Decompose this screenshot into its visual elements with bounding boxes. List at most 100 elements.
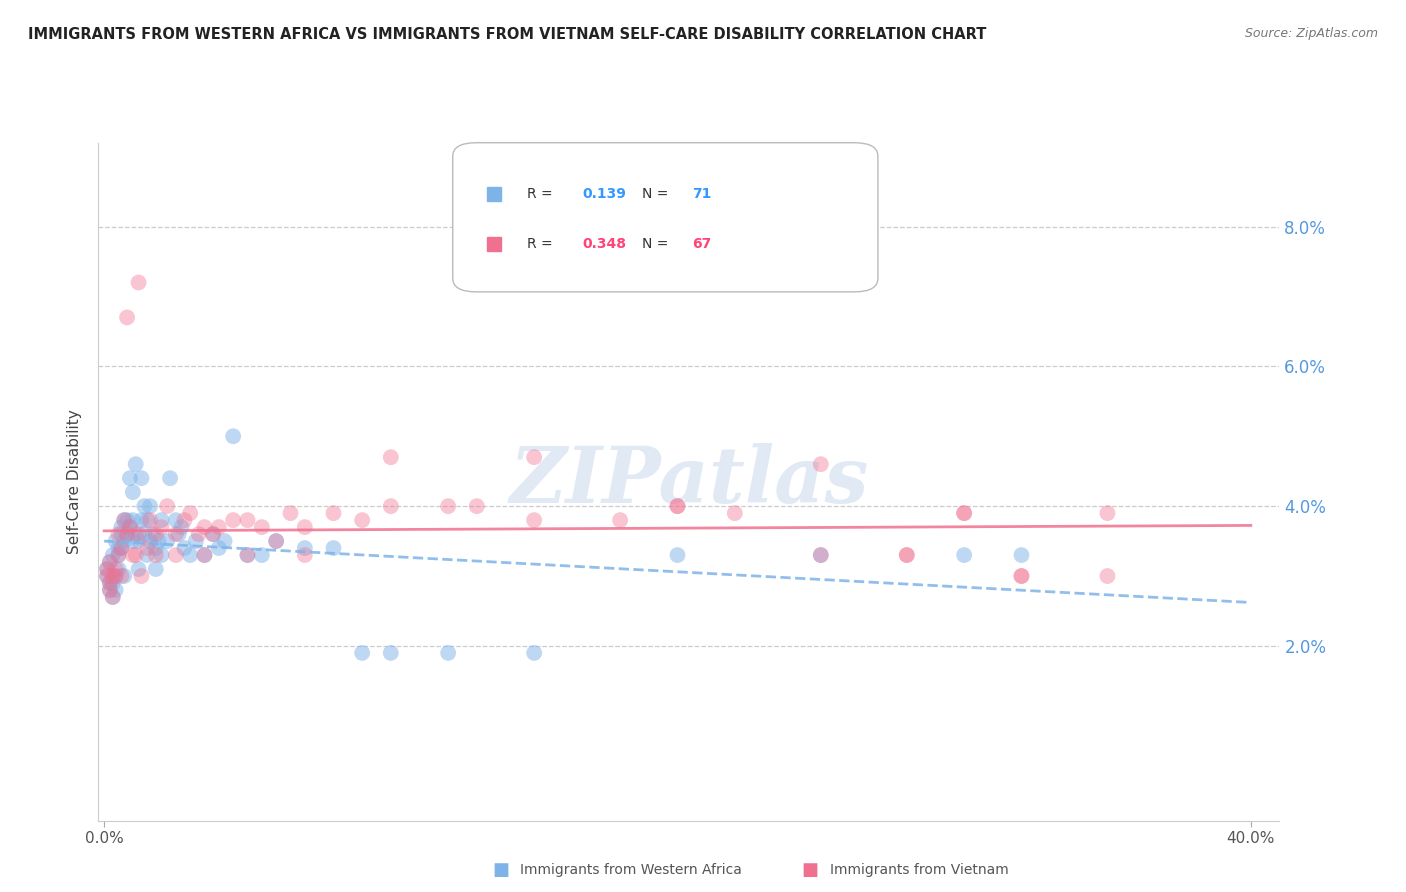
Point	[96, 569, 118, 583]
Point	[96, 569, 118, 583]
Point	[107, 541, 129, 555]
Point	[322, 541, 344, 555]
Point	[187, 527, 209, 541]
Point	[134, 499, 156, 513]
Point	[280, 506, 302, 520]
Text: 0.139: 0.139	[582, 186, 627, 201]
Point	[236, 513, 259, 527]
Point	[208, 520, 231, 534]
Point	[107, 562, 129, 576]
Point	[131, 513, 153, 527]
Text: R =: R =	[527, 237, 557, 252]
Point	[131, 471, 153, 485]
Text: ZIPatlas: ZIPatlas	[509, 443, 869, 520]
Point	[145, 541, 167, 555]
Point	[104, 562, 127, 576]
Point	[136, 513, 159, 527]
Point	[121, 485, 143, 500]
Point	[150, 548, 173, 562]
Text: Source: ZipAtlas.com: Source: ZipAtlas.com	[1244, 27, 1378, 40]
Point	[214, 534, 236, 549]
Point	[202, 527, 225, 541]
Point	[128, 562, 150, 576]
Point	[1097, 569, 1119, 583]
Point	[264, 534, 287, 549]
Point	[165, 527, 187, 541]
Point	[110, 520, 132, 534]
Point	[523, 646, 546, 660]
Text: ■: ■	[492, 861, 509, 879]
Point	[104, 569, 127, 583]
Point	[380, 646, 402, 660]
Point	[139, 534, 162, 549]
Point	[112, 534, 135, 549]
Point	[150, 513, 173, 527]
Point	[193, 520, 215, 534]
Point	[173, 541, 195, 555]
Point	[236, 548, 259, 562]
Point	[165, 548, 187, 562]
Point	[98, 576, 121, 591]
Point	[115, 310, 138, 325]
Point	[609, 513, 631, 527]
Point	[118, 520, 141, 534]
Point	[165, 513, 187, 527]
Point	[107, 527, 129, 541]
Text: 67: 67	[693, 237, 711, 252]
Point	[128, 527, 150, 541]
Point	[202, 527, 225, 541]
Point	[96, 562, 118, 576]
Point	[118, 471, 141, 485]
Point	[167, 527, 190, 541]
Point	[322, 506, 344, 520]
Point	[193, 548, 215, 562]
Point	[156, 499, 179, 513]
Point	[125, 527, 148, 541]
Point	[98, 576, 121, 591]
Point	[98, 582, 121, 597]
Point	[131, 569, 153, 583]
Point	[112, 513, 135, 527]
Point	[724, 506, 747, 520]
Point	[145, 548, 167, 562]
Point	[666, 499, 689, 513]
Text: N =: N =	[641, 186, 672, 201]
Point	[101, 576, 124, 591]
Point	[222, 429, 245, 443]
Point	[115, 527, 138, 541]
Point	[128, 534, 150, 549]
Point	[294, 520, 316, 534]
Point	[810, 548, 832, 562]
Text: Immigrants from Vietnam: Immigrants from Vietnam	[830, 863, 1008, 877]
Point	[115, 513, 138, 527]
Point	[134, 527, 156, 541]
Point	[121, 548, 143, 562]
Text: N =: N =	[641, 237, 672, 252]
FancyBboxPatch shape	[453, 143, 877, 292]
Point	[142, 527, 165, 541]
Point	[953, 506, 976, 520]
Point	[1011, 548, 1033, 562]
Point	[115, 527, 138, 541]
Point	[666, 548, 689, 562]
Text: 71: 71	[693, 186, 711, 201]
Point	[107, 548, 129, 562]
Point	[139, 513, 162, 527]
Point	[156, 534, 179, 549]
Point	[145, 562, 167, 576]
Point	[110, 569, 132, 583]
Text: 0.348: 0.348	[582, 237, 627, 252]
Point	[179, 506, 201, 520]
Point	[98, 555, 121, 569]
Point	[250, 548, 273, 562]
Text: IMMIGRANTS FROM WESTERN AFRICA VS IMMIGRANTS FROM VIETNAM SELF-CARE DISABILITY C: IMMIGRANTS FROM WESTERN AFRICA VS IMMIGR…	[28, 27, 987, 42]
Text: ■: ■	[801, 861, 818, 879]
Point	[96, 562, 118, 576]
Point	[112, 513, 135, 527]
Point	[98, 555, 121, 569]
Point	[380, 499, 402, 513]
Point	[896, 548, 918, 562]
Point	[193, 548, 215, 562]
Text: Immigrants from Western Africa: Immigrants from Western Africa	[520, 863, 742, 877]
Point	[148, 534, 170, 549]
